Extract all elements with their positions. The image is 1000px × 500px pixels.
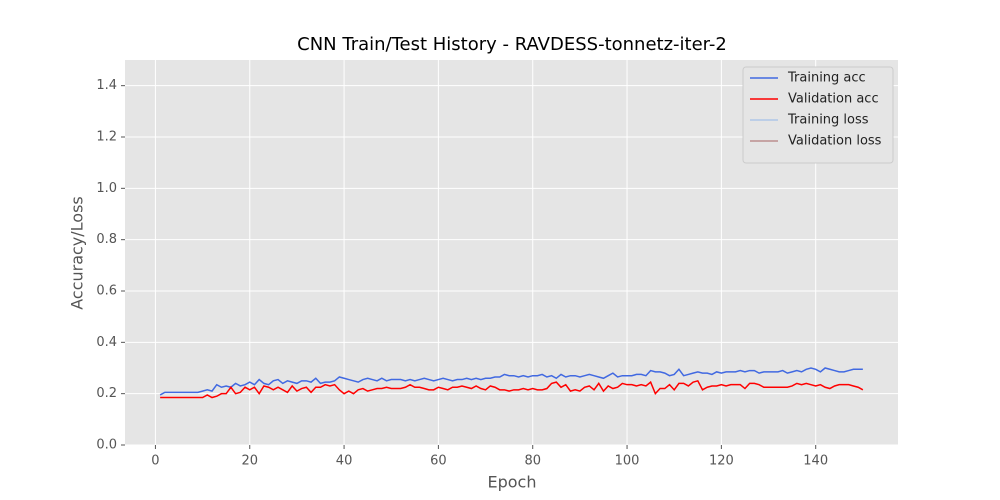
- legend-label: Training acc: [787, 71, 866, 86]
- y-tick-label: 0.4: [96, 335, 117, 350]
- x-tick-label: 140: [803, 454, 828, 469]
- y-axis-label: Accuracy/Loss: [68, 196, 87, 310]
- legend-box: [742, 66, 894, 164]
- x-tick-label: 80: [524, 454, 541, 469]
- legend: Training acc Validation acc Training loss V…: [742, 66, 894, 164]
- y-tick-label: 0.2: [96, 386, 117, 401]
- x-tick-label: 0: [151, 454, 159, 469]
- legend-label: Validation acc: [788, 92, 879, 107]
- y-tick-label: 1.2: [96, 130, 117, 145]
- x-tick-label: 120: [709, 454, 734, 469]
- chart-title: CNN Train/Test History - RAVDESS-tonnetz…: [297, 34, 727, 55]
- y-tick-label: 0.8: [96, 232, 117, 247]
- y-tick-label: 0.6: [96, 284, 117, 299]
- marks: [159, 367, 864, 399]
- series-line: [160, 379, 864, 399]
- legend-label: Training loss: [787, 113, 869, 128]
- x-tick-label: 20: [241, 454, 258, 469]
- legend-label: Validation loss: [788, 134, 882, 149]
- y-tick-label: 0.0: [96, 438, 117, 453]
- y-tick-label: 1.0: [96, 181, 117, 196]
- y-tick-label: 1.4: [96, 78, 117, 93]
- x-tick-label: 40: [336, 454, 353, 469]
- x-axis-label: Epoch: [488, 473, 537, 492]
- x-tick-label: 60: [430, 454, 447, 469]
- x-tick-label: 100: [615, 454, 640, 469]
- series-line: [159, 367, 863, 396]
